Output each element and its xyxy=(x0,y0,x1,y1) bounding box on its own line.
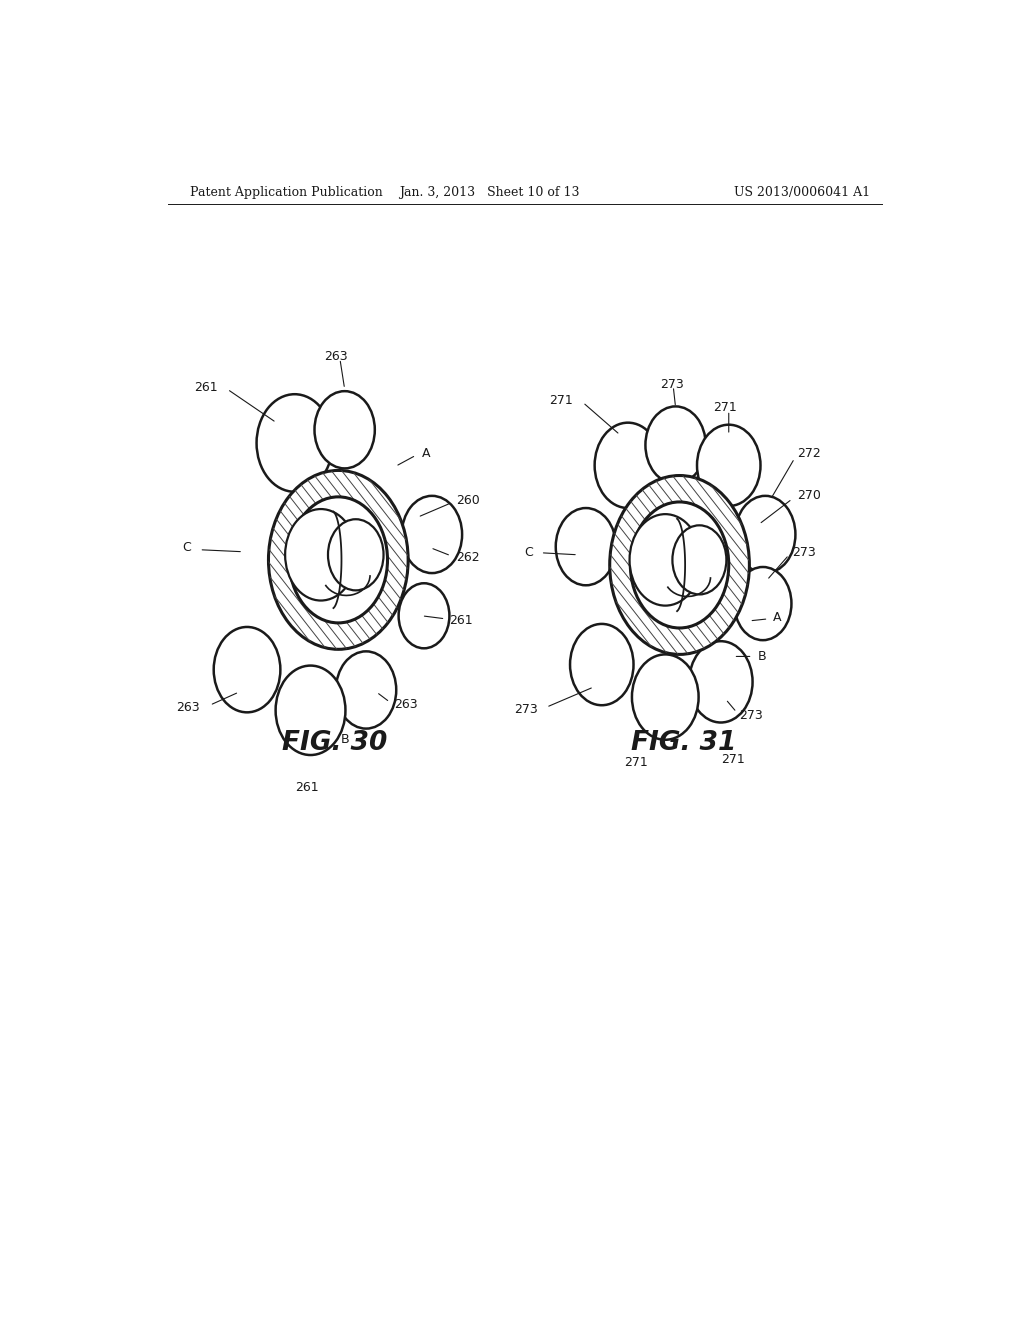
Circle shape xyxy=(631,502,729,628)
Text: A: A xyxy=(422,446,430,459)
Circle shape xyxy=(328,519,384,590)
Circle shape xyxy=(285,510,356,601)
Text: B: B xyxy=(340,733,349,746)
Circle shape xyxy=(314,391,375,469)
Circle shape xyxy=(257,395,333,492)
Circle shape xyxy=(609,475,750,655)
Circle shape xyxy=(268,470,409,649)
Circle shape xyxy=(630,515,701,606)
Text: FIG. 30: FIG. 30 xyxy=(282,730,387,756)
Text: FIG. 31: FIG. 31 xyxy=(631,730,736,756)
Text: 261: 261 xyxy=(295,781,318,795)
Text: 270: 270 xyxy=(797,490,821,503)
Text: 271: 271 xyxy=(713,401,736,414)
Circle shape xyxy=(632,655,698,739)
Circle shape xyxy=(689,642,753,722)
Circle shape xyxy=(214,627,281,713)
Circle shape xyxy=(336,651,396,729)
Text: 271: 271 xyxy=(549,393,572,407)
Text: 273: 273 xyxy=(514,702,539,715)
Text: 263: 263 xyxy=(324,350,347,363)
Text: 261: 261 xyxy=(450,614,473,627)
Text: 272: 272 xyxy=(797,446,821,459)
Text: C: C xyxy=(182,541,191,554)
Text: 261: 261 xyxy=(195,380,218,393)
Circle shape xyxy=(697,425,761,506)
Text: US 2013/0006041 A1: US 2013/0006041 A1 xyxy=(734,186,870,199)
Circle shape xyxy=(735,496,796,573)
Text: 273: 273 xyxy=(793,546,816,560)
Text: Patent Application Publication: Patent Application Publication xyxy=(189,186,383,199)
Text: 271: 271 xyxy=(721,752,744,766)
Circle shape xyxy=(398,583,450,648)
Text: 273: 273 xyxy=(739,709,763,722)
Circle shape xyxy=(556,508,616,585)
Text: Jan. 3, 2013   Sheet 10 of 13: Jan. 3, 2013 Sheet 10 of 13 xyxy=(398,186,580,199)
Text: 271: 271 xyxy=(624,756,648,770)
Text: 263: 263 xyxy=(394,698,418,710)
Text: 262: 262 xyxy=(456,552,479,565)
Circle shape xyxy=(595,422,662,508)
Text: 260: 260 xyxy=(456,495,479,507)
Text: B: B xyxy=(758,649,766,663)
Text: 273: 273 xyxy=(659,378,683,391)
Circle shape xyxy=(570,624,634,705)
Circle shape xyxy=(275,665,345,755)
Circle shape xyxy=(673,525,726,594)
Circle shape xyxy=(289,496,387,623)
Circle shape xyxy=(734,568,792,640)
Circle shape xyxy=(401,496,462,573)
Text: 263: 263 xyxy=(176,701,200,714)
Text: C: C xyxy=(524,546,532,560)
Circle shape xyxy=(645,407,706,483)
Text: A: A xyxy=(773,611,781,624)
